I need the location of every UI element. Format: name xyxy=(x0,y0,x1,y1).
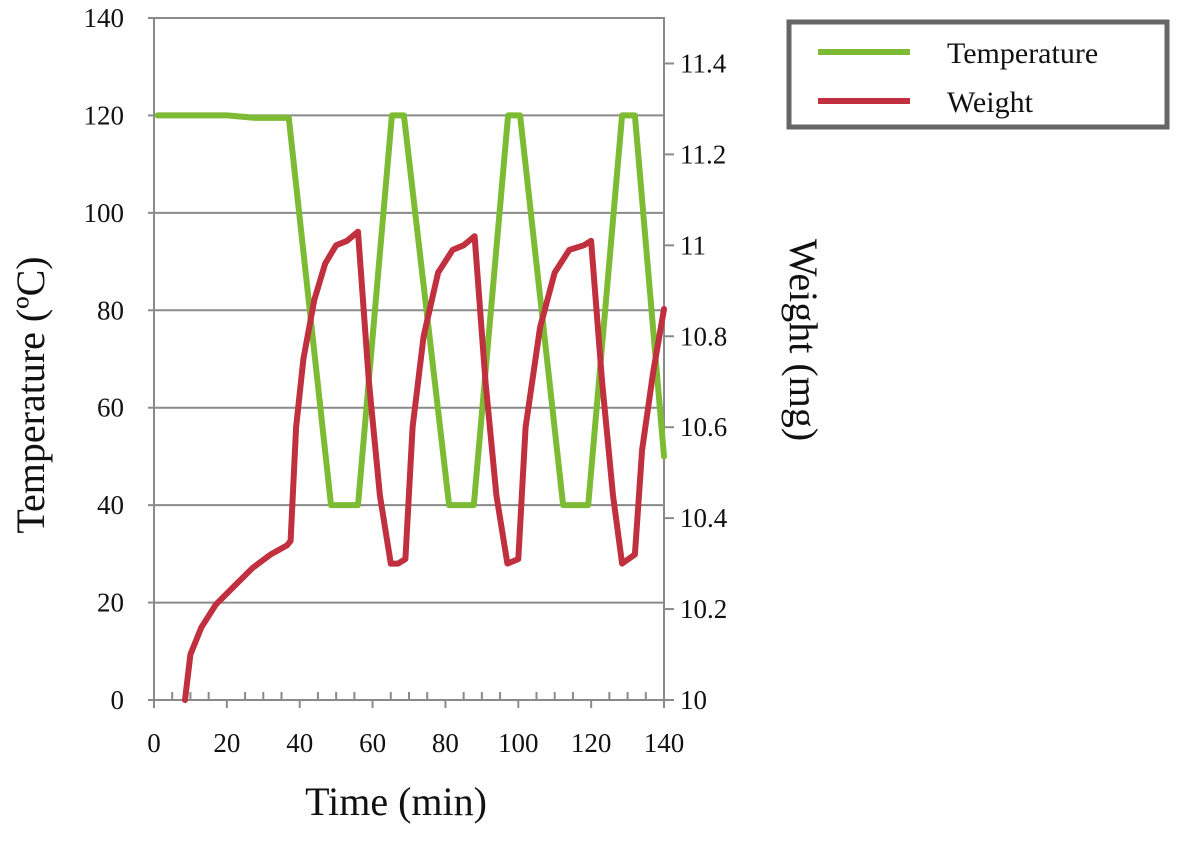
y2-tick-label: 11.2 xyxy=(680,139,726,169)
y2-tick-label: 10 xyxy=(680,685,707,715)
x-tick-label: 140 xyxy=(644,728,685,758)
legend-label-temperature: Temperature xyxy=(947,37,1098,70)
y-tick-label: 120 xyxy=(84,100,125,130)
y-tick-label: 0 xyxy=(111,685,125,715)
y2-tick-label: 11.4 xyxy=(680,48,727,78)
x-tick-label: 0 xyxy=(147,728,161,758)
x-axis-title: Time (min) xyxy=(305,779,487,824)
y2-tick-label: 10.6 xyxy=(680,412,727,442)
y2-axis-ticks: 10 10.2 10.4 10.6 10.8 11 11.2 11.4 xyxy=(664,48,728,715)
y2-tick-label: 11 xyxy=(680,230,706,260)
y-tick-label: 80 xyxy=(97,295,124,325)
y2-tick-label: 10.2 xyxy=(680,594,727,624)
y-tick-label: 20 xyxy=(97,588,124,618)
x-tick-label: 40 xyxy=(286,728,313,758)
y-tick-label: 140 xyxy=(84,3,125,33)
legend-label-weight: Weight xyxy=(947,86,1034,119)
y-tick-label: 40 xyxy=(97,490,124,520)
x-tick-label: 20 xyxy=(213,728,240,758)
series-line-weight xyxy=(182,228,667,703)
x-axis-ticks: 0 20 40 60 80 100 120 140 xyxy=(147,692,684,758)
y2-tick-label: 10.8 xyxy=(680,321,727,351)
x-tick-label: 120 xyxy=(571,728,612,758)
y2-tick-label: 10.4 xyxy=(680,503,728,533)
y-axis-ticks: 0 20 40 60 80 100 120 140 xyxy=(84,3,154,715)
y-tick-label: 100 xyxy=(84,198,125,228)
y-tick-label: 60 xyxy=(97,393,124,423)
legend: Temperature Weight xyxy=(786,19,1170,130)
x-tick-label: 80 xyxy=(432,728,459,758)
plot-area-border xyxy=(153,17,665,701)
y2-axis-title: Weight (mg) xyxy=(781,239,826,441)
series-lines xyxy=(154,112,667,703)
x-tick-label: 60 xyxy=(359,728,386,758)
legend-box xyxy=(786,19,1170,130)
y-axis-title: Temperature (ºC) xyxy=(8,256,53,533)
x-tick-label: 100 xyxy=(498,728,539,758)
